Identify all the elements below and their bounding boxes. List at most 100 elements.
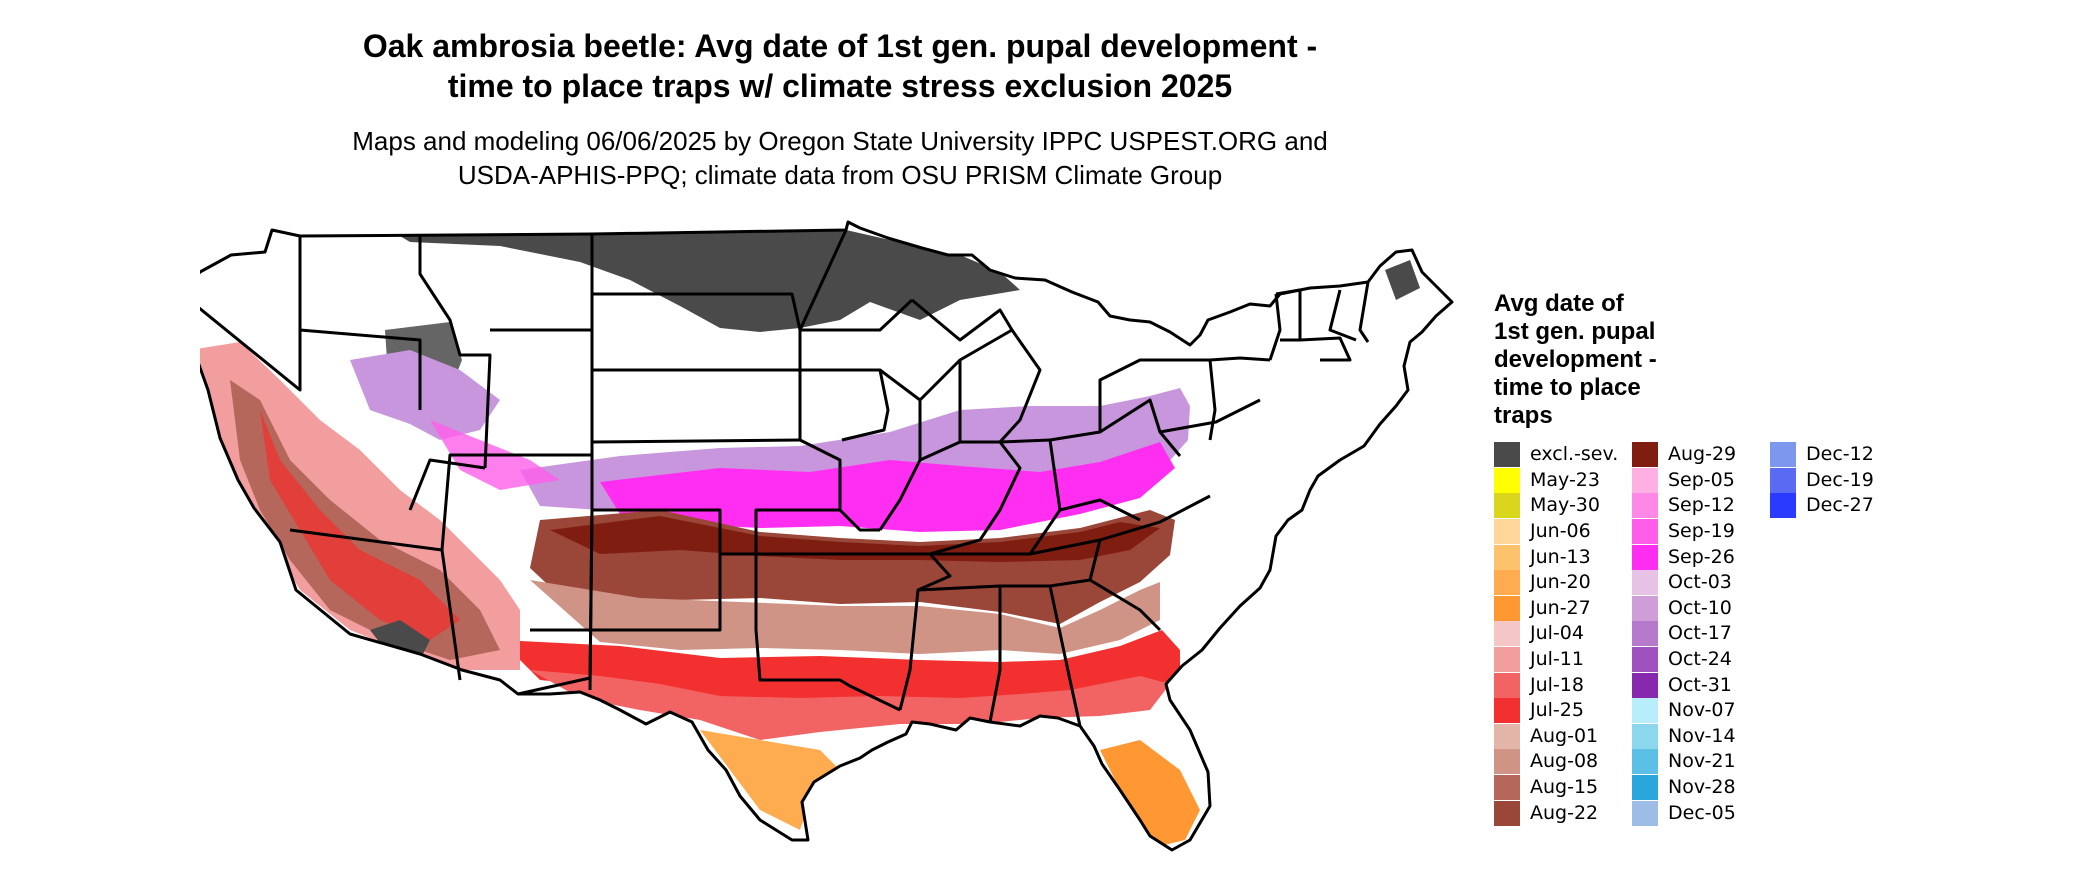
legend-column: Aug-29 Sep-05 Sep-12 Sep-19 Sep-26 Oct-03 Oct-…: [1632, 442, 1770, 826]
legend-swatch: [1632, 698, 1658, 724]
subtitle-line-2: USDA-APHIS-PPQ; climate data from OSU PR…: [457, 160, 1223, 190]
legend-item: Jul-04: [1494, 621, 1632, 647]
legend-item: Nov-07: [1632, 698, 1770, 724]
legend-label: May-23: [1530, 468, 1600, 491]
legend-swatch: [1494, 800, 1520, 826]
legend-swatch: [1632, 775, 1658, 801]
legend-swatch: [1494, 647, 1520, 673]
legend-item: Sep-05: [1632, 467, 1770, 494]
legend-swatch: [1632, 800, 1658, 826]
legend-columns: excl.-sev. May-23 May-30 Jun-06 Jun-13 Jun-20…: [1494, 442, 1908, 826]
legend-item: Aug-29: [1632, 442, 1770, 468]
map-legend: Avg date of 1st gen. pupal development -…: [1494, 290, 1908, 826]
legend-item: Aug-08: [1494, 749, 1632, 775]
legend-label: Oct-10: [1668, 596, 1732, 619]
legend-label: May-30: [1530, 494, 1600, 517]
legend-swatch: [1494, 749, 1520, 775]
title-line-1: Oak ambrosia beetle: Avg date of 1st gen…: [362, 28, 1318, 64]
legend-label: Dec-05: [1668, 801, 1736, 824]
legend-item: Dec-27: [1770, 493, 1908, 519]
legend-item: excl.-sev.: [1494, 442, 1632, 468]
legend-item: Jun-13: [1494, 544, 1632, 570]
legend-item: Dec-05: [1632, 800, 1770, 826]
legend-swatch: [1770, 442, 1796, 468]
legend-swatch: [1494, 775, 1520, 801]
legend-swatch: [1494, 698, 1520, 724]
legend-item: Jun-06: [1494, 519, 1632, 545]
legend-swatch: [1494, 519, 1520, 545]
legend-swatch: [1632, 544, 1658, 570]
legend-item: Dec-19: [1770, 467, 1908, 494]
legend-item: Oct-10: [1632, 595, 1770, 622]
state-borders: [200, 220, 1454, 852]
legend-item: Nov-21: [1632, 749, 1770, 775]
legend-title-line: 1st gen. pupal: [1494, 318, 1656, 345]
legend-item: Jul-18: [1494, 672, 1632, 698]
legend-label: Oct-24: [1668, 648, 1732, 671]
legend-title-line: traps: [1494, 402, 1553, 429]
legend-swatch: [1494, 595, 1520, 621]
legend-item: Jun-20: [1494, 570, 1632, 596]
map-title: Oak ambrosia beetle: Avg date of 1st gen…: [150, 26, 1530, 106]
legend-label: Sep-26: [1668, 545, 1735, 568]
legend-swatch: [1494, 672, 1520, 698]
legend-item: Oct-24: [1632, 647, 1770, 673]
legend-swatch: [1632, 723, 1658, 749]
legend-label: Jun-20: [1530, 571, 1591, 594]
legend-item: May-30: [1494, 493, 1632, 519]
us-phenology-map: [200, 220, 1454, 852]
legend-item: Aug-15: [1494, 775, 1632, 801]
legend-item: Jul-11: [1494, 647, 1632, 673]
legend-swatch: [1770, 467, 1796, 493]
legend-label: Aug-15: [1530, 776, 1599, 799]
legend-column: Dec-12 Dec-19 Dec-27: [1770, 442, 1908, 826]
legend-item: Oct-03: [1632, 570, 1770, 596]
legend-swatch: [1632, 570, 1658, 596]
legend-label: Sep-19: [1668, 520, 1735, 543]
legend-label: Dec-12: [1806, 443, 1874, 466]
legend-item: Sep-26: [1632, 544, 1770, 570]
legend-label: Dec-19: [1806, 468, 1874, 491]
legend-label: Nov-14: [1668, 724, 1736, 747]
legend-swatch: [1632, 493, 1658, 519]
legend-item: Dec-12: [1770, 442, 1908, 468]
legend-label: Aug-08: [1530, 750, 1599, 773]
legend-label: Aug-22: [1530, 801, 1599, 824]
legend-label: Jun-06: [1530, 520, 1591, 543]
legend-label: Sep-05: [1668, 468, 1735, 491]
title-line-2: time to place traps w/ climate stress ex…: [447, 68, 1233, 104]
legend-item: May-23: [1494, 467, 1632, 494]
legend-swatch: [1632, 467, 1658, 493]
legend-swatch: [1494, 544, 1520, 570]
legend-swatch: [1632, 519, 1658, 545]
legend-label: Dec-27: [1806, 494, 1874, 517]
legend-item: Aug-22: [1494, 800, 1632, 826]
legend-column: excl.-sev. May-23 May-30 Jun-06 Jun-13 Jun-20…: [1494, 442, 1632, 826]
legend-label: Jul-25: [1530, 699, 1584, 722]
legend-item: Jul-25: [1494, 698, 1632, 724]
legend-label: Aug-01: [1530, 724, 1599, 747]
subtitle-line-1: Maps and modeling 06/06/2025 by Oregon S…: [352, 126, 1328, 156]
legend-swatch: [1494, 621, 1520, 647]
legend-swatch: [1632, 672, 1658, 698]
legend-label: Oct-17: [1668, 622, 1732, 645]
legend-label: Nov-07: [1668, 699, 1736, 722]
legend-item: Sep-19: [1632, 519, 1770, 545]
map-fill-regions: [200, 222, 1452, 850]
legend-title-line: Avg date of: [1494, 290, 1624, 317]
legend-item: Oct-17: [1632, 621, 1770, 647]
legend-label: Oct-03: [1668, 571, 1732, 594]
legend-label: Jul-11: [1530, 648, 1584, 671]
legend-swatch: [1632, 442, 1658, 468]
legend-label: Aug-29: [1668, 443, 1737, 466]
legend-label: Jul-18: [1530, 673, 1584, 696]
legend-swatch: [1494, 442, 1520, 468]
legend-swatch: [1632, 749, 1658, 775]
legend-title-line: development -: [1494, 346, 1657, 373]
legend-item: Oct-31: [1632, 672, 1770, 698]
legend-label: Jul-04: [1530, 622, 1584, 645]
legend-item: Aug-01: [1494, 723, 1632, 750]
legend-item: Nov-14: [1632, 723, 1770, 750]
legend-swatch: [1770, 493, 1796, 519]
legend-swatch: [1494, 493, 1520, 519]
